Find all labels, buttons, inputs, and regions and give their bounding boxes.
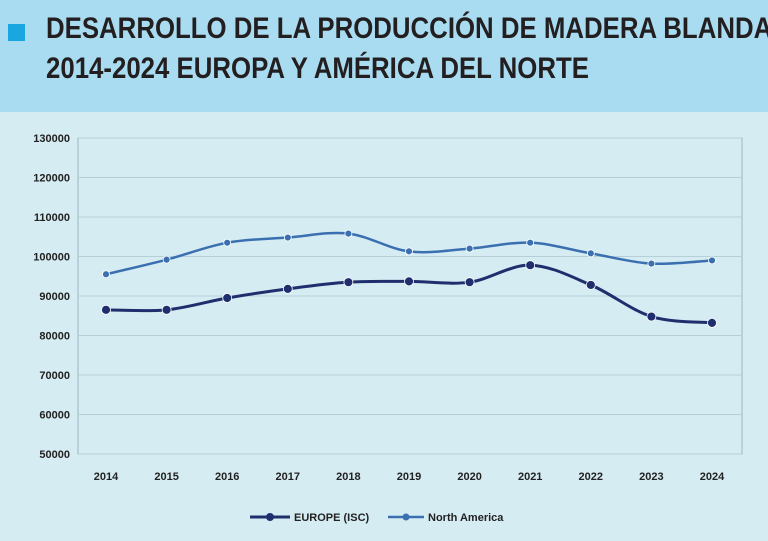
- x-tick-label: 2014: [94, 471, 119, 483]
- data-point-europe: [343, 277, 354, 288]
- line-chart: 130000 120000 110000 100000 90000 80000 70000 6…: [33, 133, 743, 524]
- data-point-north-america: [526, 238, 535, 247]
- data-point-north-america: [162, 255, 171, 264]
- title-banner: DESARROLLO DE LA PRODUCCIÓN DE MADERA BL…: [0, 0, 768, 112]
- data-point-north-america: [586, 249, 595, 258]
- data-point-north-america: [102, 270, 110, 279]
- y-tick-label: 80000: [39, 331, 70, 343]
- data-point-europe: [101, 304, 111, 315]
- data-point-europe: [585, 280, 596, 290]
- data-point-north-america: [405, 247, 413, 256]
- legend-label: EUROPE (ISC): [294, 512, 370, 524]
- chart-area: 130000 120000 110000 100000 90000 80000 70000 6…: [0, 112, 768, 541]
- data-point-europe: [282, 283, 293, 294]
- data-point-europe: [464, 277, 475, 288]
- data-point-europe: [161, 304, 172, 315]
- title-line-2: 2014-2024 EUROPA Y AMÉRICA DEL NORTE: [46, 52, 589, 85]
- legend-label: North America: [428, 512, 504, 524]
- x-tick-label: 2021: [518, 471, 542, 483]
- x-tick-label: 2022: [579, 471, 603, 483]
- data-point-north-america: [465, 244, 474, 253]
- x-tick-label: 2018: [336, 471, 360, 483]
- data-point-north-america: [708, 256, 716, 265]
- data-point-europe: [525, 260, 536, 271]
- y-tick-label: 70000: [39, 370, 70, 382]
- x-tick-label: 2019: [397, 471, 421, 483]
- y-tick-label: 110000: [34, 212, 70, 224]
- y-tick-label: 130000: [33, 133, 70, 145]
- x-tick-label: 2015: [154, 471, 178, 483]
- y-tick-label: 90000: [39, 291, 70, 303]
- data-point-north-america: [283, 233, 292, 242]
- y-tick-label: 60000: [39, 410, 70, 422]
- x-tick-label: 2024: [700, 471, 725, 483]
- data-point-north-america: [344, 229, 353, 238]
- data-point-north-america: [223, 238, 232, 247]
- x-tick-label: 2016: [215, 471, 239, 483]
- data-point-europe: [404, 276, 414, 287]
- y-tick-label: 100000: [33, 252, 70, 264]
- data-point-europe: [646, 311, 657, 322]
- x-tick-label: 2017: [276, 471, 300, 483]
- title-line-1: DESARROLLO DE LA PRODUCCIÓN DE MADERA BL…: [46, 12, 768, 45]
- y-tick-label: 120000: [33, 173, 70, 185]
- y-tick-label: 50000: [39, 449, 70, 461]
- data-point-north-america: [647, 259, 656, 268]
- data-point-europe: [707, 317, 717, 328]
- legend-swatch-marker: [402, 513, 410, 521]
- data-point-europe: [222, 293, 233, 303]
- title-bullet-square: [8, 24, 25, 41]
- x-tick-label: 2020: [457, 471, 481, 483]
- chart-title: DESARROLLO DE LA PRODUCCIÓN DE MADERA BL…: [46, 9, 768, 89]
- legend-swatch-marker: [266, 513, 274, 521]
- x-tick-label: 2023: [639, 471, 663, 483]
